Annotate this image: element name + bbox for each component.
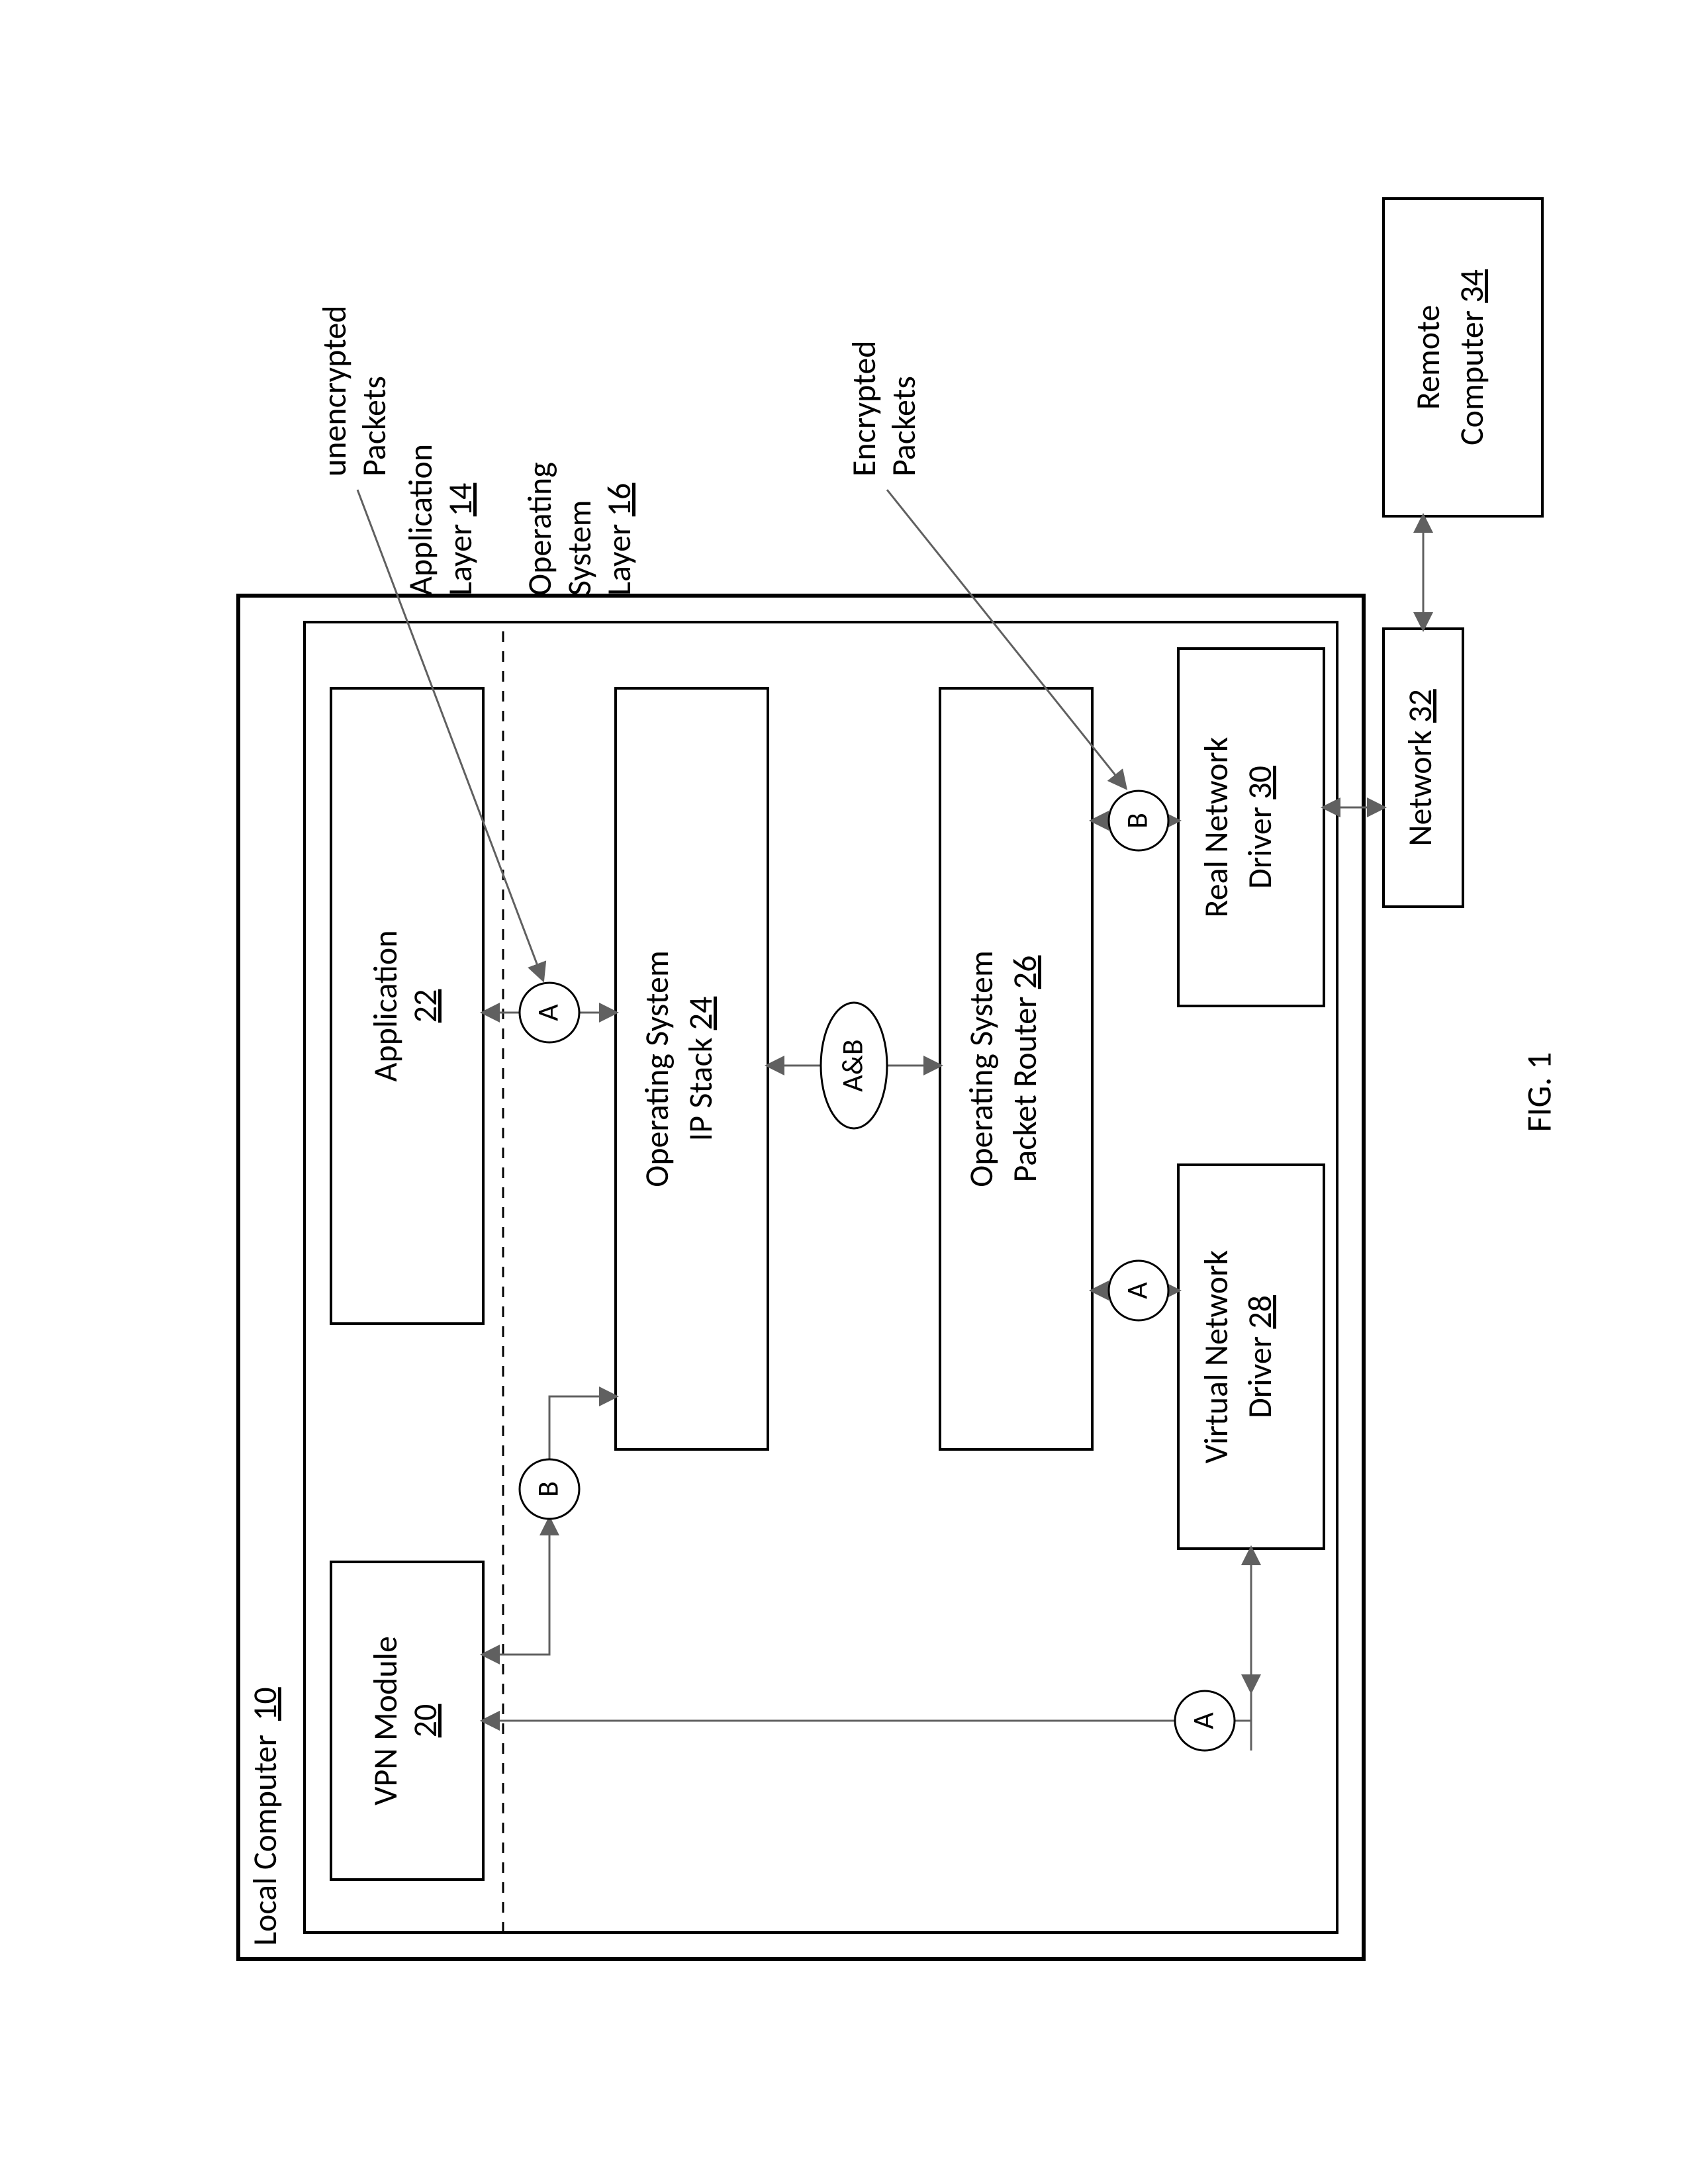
callout-encrypted-2: Packets xyxy=(884,376,924,477)
local-computer-label: Local Computer xyxy=(245,1735,285,1946)
callout-encrypted-1: Encrypted xyxy=(844,340,884,477)
callout-unencrypted-2: Packets xyxy=(354,376,395,477)
remote-computer-label-1: Remote xyxy=(1408,305,1448,410)
badge-a-path-label: A xyxy=(1186,1712,1221,1729)
real-network-driver-label-2: Driver 30 xyxy=(1240,766,1280,889)
packet-router-label-1: Operating System xyxy=(961,950,1002,1187)
virtual-network-driver-label-2: Driver 28 xyxy=(1240,1295,1280,1418)
os-layer-ref: Layer 16 xyxy=(599,483,639,596)
application-label: Application xyxy=(365,930,406,1081)
figure-caption: FIG. 1 xyxy=(1517,1052,1560,1132)
badge-a-and-b-label: A&B xyxy=(835,1039,870,1091)
badge-b-left-label: B xyxy=(530,1481,566,1497)
os-layer-label-2: System xyxy=(559,500,600,596)
application-layer-label: Application xyxy=(400,444,441,596)
application-ref: 22 xyxy=(405,989,445,1023)
remote-computer-label-2: Computer 34 xyxy=(1452,269,1492,445)
packet-router-label-2: Packet Router 26 xyxy=(1005,956,1045,1183)
ip-stack-label-1: Operating System xyxy=(637,950,677,1187)
virtual-network-driver-label-1: Virtual Network xyxy=(1196,1250,1237,1464)
diagram-svg: Local Computer 10ApplicationLayer 14Oper… xyxy=(0,0,1688,2184)
application-layer-ref: Layer 14 xyxy=(440,483,481,596)
os-layer-label-1: Operating xyxy=(520,462,560,596)
callout-unencrypted-1: unencrypted xyxy=(314,305,355,477)
local-computer-ref: 10 xyxy=(245,1687,285,1721)
vpn-module-label: VPN Module xyxy=(365,1636,406,1805)
ip-stack-label-2: IP Stack 24 xyxy=(680,997,721,1142)
badge-a-top-label: A xyxy=(530,1004,566,1021)
badge-b-rdriver-label: B xyxy=(1119,813,1155,829)
network-label: Network 32 xyxy=(1400,689,1440,846)
vpn-module-ref: 20 xyxy=(405,1704,445,1738)
real-network-driver-label-1: Real Network xyxy=(1196,737,1237,918)
diagram-page: Local Computer 10ApplicationLayer 14Oper… xyxy=(0,0,1688,2184)
badge-a-vdriver-label: A xyxy=(1119,1282,1155,1299)
